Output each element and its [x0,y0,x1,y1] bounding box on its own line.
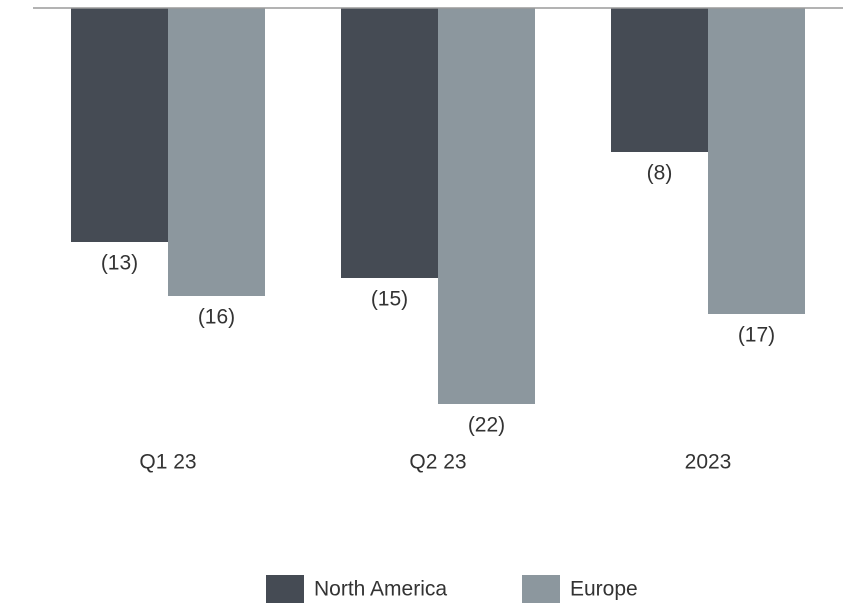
x-tick-label: Q1 23 [139,451,196,474]
bar [341,8,438,278]
legend-label: North America [314,578,447,601]
bar [438,8,535,404]
value-label: (8) [647,162,673,185]
legend-swatch [266,575,304,603]
bar [168,8,265,296]
value-label: (16) [198,306,235,329]
x-tick-label: Q2 23 [409,451,466,474]
value-label: (22) [468,414,505,437]
bar [611,8,708,152]
bar [71,8,168,242]
value-label: (17) [738,324,775,347]
value-label: (15) [371,288,408,311]
value-label: (13) [101,252,138,275]
bar [708,8,805,314]
legend-swatch [522,575,560,603]
x-tick-label: 2023 [685,451,732,474]
legend-label: Europe [570,578,638,601]
